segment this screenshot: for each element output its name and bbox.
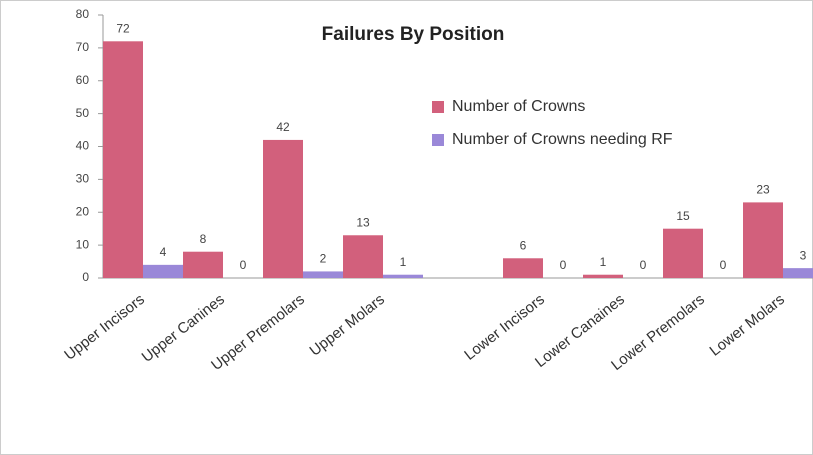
y-tick-label: 10	[76, 237, 90, 251]
bar	[783, 268, 813, 278]
data-label: 0	[720, 258, 727, 272]
y-tick-label: 0	[82, 270, 89, 284]
y-tick-label: 40	[76, 139, 90, 153]
bar	[183, 251, 223, 278]
y-tick-label: 60	[76, 73, 90, 87]
y-tick-label: 80	[76, 7, 90, 21]
bar	[103, 41, 143, 278]
y-tick-label: 30	[76, 172, 90, 186]
data-label: 2	[320, 252, 327, 266]
data-label: 42	[276, 120, 290, 134]
bar	[263, 139, 303, 278]
data-label: 13	[356, 215, 370, 229]
bar	[143, 264, 183, 278]
data-label: 4	[160, 245, 167, 259]
chart-title: Failures By Position	[322, 24, 505, 45]
data-label: 15	[676, 209, 690, 223]
legend-label: Number of Crowns	[452, 98, 585, 115]
bar	[383, 274, 423, 278]
legend-swatch	[432, 134, 444, 146]
bar	[503, 258, 543, 278]
legend-swatch	[432, 101, 444, 113]
data-label: 23	[756, 183, 770, 197]
bar	[663, 228, 703, 278]
data-label: 72	[116, 21, 130, 35]
data-label: 0	[640, 258, 647, 272]
y-tick-label: 50	[76, 106, 90, 120]
data-label: 1	[600, 255, 607, 269]
data-label: 0	[240, 258, 247, 272]
bar	[583, 274, 623, 278]
y-tick-label: 20	[76, 204, 90, 218]
data-label: 3	[800, 248, 807, 262]
data-label: 1	[400, 255, 407, 269]
legend-label: Number of Crowns needing RF	[452, 131, 673, 148]
bar	[743, 202, 783, 278]
data-label: 6	[520, 238, 527, 252]
data-label: 8	[200, 232, 207, 246]
bar	[343, 235, 383, 278]
data-label: 0	[560, 258, 567, 272]
bar	[303, 271, 343, 278]
y-tick-label: 70	[76, 40, 90, 54]
